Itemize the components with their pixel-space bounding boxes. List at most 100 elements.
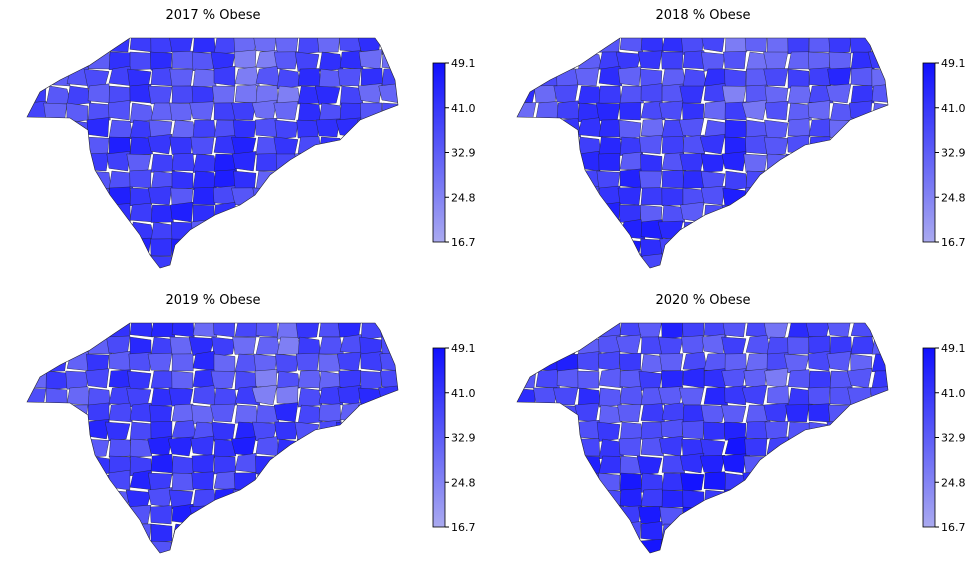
county: [787, 438, 810, 458]
county: [65, 455, 89, 474]
county: [273, 402, 299, 423]
county: [27, 204, 49, 225]
county: [150, 453, 174, 474]
county: [381, 38, 398, 55]
county: [171, 455, 195, 476]
county: [167, 436, 194, 457]
county: [517, 323, 537, 338]
county: [763, 51, 789, 70]
county: [682, 323, 705, 338]
county: [171, 472, 195, 491]
county: [555, 255, 579, 268]
county: [659, 100, 684, 121]
county: [168, 387, 194, 407]
county: [42, 255, 68, 268]
county: [66, 323, 91, 340]
county: [27, 238, 48, 258]
county: [294, 421, 320, 442]
county: [66, 186, 91, 206]
county: [42, 455, 68, 474]
county: [553, 153, 579, 174]
county: [252, 187, 278, 207]
county: [150, 323, 176, 338]
county: [336, 151, 362, 172]
county: [784, 170, 810, 190]
county: [682, 540, 707, 553]
county: [315, 219, 341, 240]
county: [64, 523, 89, 543]
county: [45, 488, 68, 508]
county: [297, 102, 322, 122]
county: [808, 437, 832, 457]
county: [87, 83, 111, 104]
county: [807, 170, 831, 191]
county: [213, 323, 236, 338]
county: [339, 134, 365, 155]
county: [533, 135, 558, 155]
county: [211, 336, 236, 357]
county: [255, 170, 280, 190]
county: [358, 204, 383, 223]
county: [359, 472, 383, 493]
county: [360, 436, 385, 457]
county: [357, 83, 383, 104]
county: [169, 68, 194, 87]
county: [871, 152, 888, 172]
colorbar-tick-label: 16.7: [941, 236, 966, 249]
county: [661, 523, 686, 542]
county: [640, 521, 663, 542]
county: [171, 85, 194, 104]
county: [339, 471, 364, 491]
county: [682, 68, 707, 89]
county: [297, 370, 322, 389]
county: [336, 351, 362, 372]
state-outline: [516, 322, 889, 554]
county: [517, 153, 537, 174]
county: [378, 506, 398, 525]
county: [744, 254, 768, 268]
county: [745, 353, 771, 372]
county: [787, 421, 812, 441]
county: [619, 168, 642, 189]
county: [741, 540, 768, 553]
county: [255, 235, 278, 257]
county: [357, 134, 383, 155]
county: [577, 85, 603, 104]
county: [213, 387, 238, 407]
county: [741, 384, 768, 406]
county: [661, 51, 684, 70]
county: [721, 404, 747, 424]
county: [276, 538, 301, 553]
county: [150, 505, 173, 525]
county: [847, 387, 873, 406]
county: [517, 187, 537, 206]
county: [27, 353, 47, 372]
county: [318, 51, 344, 72]
county: [148, 85, 173, 105]
county: [640, 83, 663, 104]
county: [318, 353, 341, 373]
county: [871, 170, 888, 190]
county: [556, 420, 582, 440]
county: [517, 421, 537, 443]
county: [234, 538, 258, 553]
county: [210, 403, 236, 423]
county: [617, 238, 642, 259]
county: [276, 438, 300, 459]
county: [724, 504, 747, 525]
county: [826, 420, 852, 440]
county: [765, 236, 789, 257]
county: [556, 522, 579, 542]
county: [703, 238, 729, 257]
county: [171, 523, 198, 544]
county: [213, 237, 238, 257]
map-panel-1: 2017 % Obese 16.7 24.8 32.9 41.0 49.1: [26, 8, 476, 269]
county: [517, 38, 537, 53]
county: [63, 438, 89, 457]
county: [297, 221, 323, 241]
county: [517, 455, 539, 475]
county: [741, 99, 768, 121]
county: [700, 506, 726, 525]
county: [232, 151, 257, 172]
county: [43, 353, 68, 372]
